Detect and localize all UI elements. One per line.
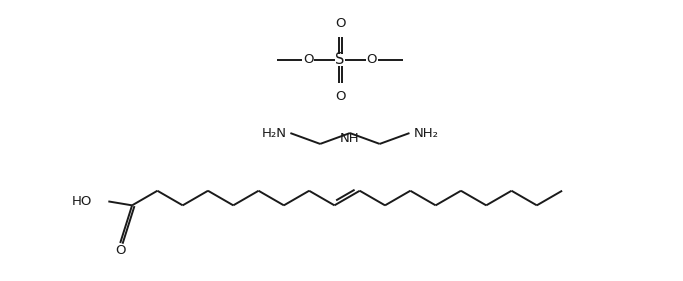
Text: H₂N: H₂N xyxy=(262,126,286,140)
Text: NH: NH xyxy=(340,132,360,145)
Text: O: O xyxy=(367,53,377,66)
Text: NH₂: NH₂ xyxy=(413,126,438,140)
Text: O: O xyxy=(335,17,346,30)
Text: O: O xyxy=(115,244,126,257)
Text: S: S xyxy=(335,52,345,67)
Text: O: O xyxy=(303,53,313,66)
Text: HO: HO xyxy=(72,195,92,208)
Text: O: O xyxy=(335,90,346,103)
